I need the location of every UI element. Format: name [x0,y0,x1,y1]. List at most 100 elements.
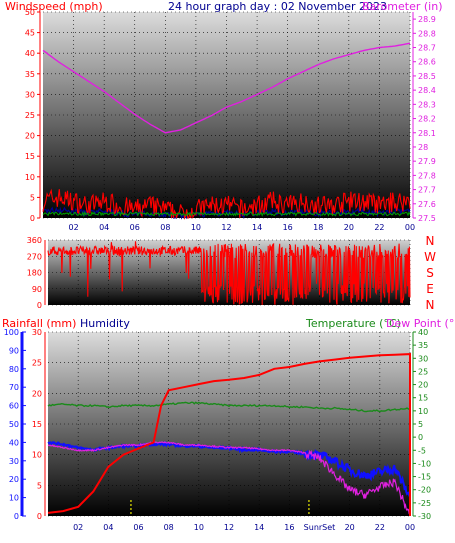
panel1-left-tick-label: 5 [30,193,35,202]
compass-label: W [424,250,436,264]
panel1-right-tick-label: 28.3 [418,100,436,109]
temperature-tick-label: -15 [418,473,431,482]
panel1-x-tick-label: 08 [160,223,170,232]
temperature-tick-label: 40 [418,328,428,337]
temperature-tick-label: -5 [418,446,426,455]
panel1-left-tick-label: 35 [25,70,35,79]
legend-rainfall: Rainfall (mm) [2,317,76,330]
wind-direction-line [47,241,411,305]
humidity-tick-label: 10 [9,494,19,503]
compass-label: N [426,298,435,312]
rain-tick-label: 15 [32,420,42,429]
panel1-right-tick-label: 28.4 [418,86,436,95]
panel1-left-tick-label: 0 [30,214,35,223]
humidity-tick-label: 80 [9,365,19,374]
panel2-y-tick-label: 270 [27,252,42,261]
temperature-tick-label: 0 [418,433,423,442]
temperature-tick-label: 30 [418,354,428,363]
header-windspeed-label: Windspeed (mph) [5,0,103,13]
temperature-tick-label: -10 [418,459,431,468]
panel3-x-tick-label: 10 [194,523,204,532]
temperature-tick-label: -25 [418,499,431,508]
panel1-x-tick-label: 06 [130,223,140,232]
panel1-x-tick-label: 20 [344,223,354,232]
humidity-tick-label: 50 [9,420,19,429]
panel3-x-tick-label: 02 [73,523,83,532]
legend-humidity: Humidity [80,317,130,330]
panel3-x-tick-label: 14 [254,523,264,532]
rain-tick-label: 25 [32,359,42,368]
panel1-right-tick-label: 27.5 [418,214,436,223]
header-barometer-label: Barometer (in) [362,0,443,13]
panel1-x-tick-label: 16 [283,223,293,232]
temperature-tick-label: 15 [418,394,428,403]
rain-tick-label: 5 [37,481,42,490]
legend-temperature: Temperature (°C) [305,317,401,330]
panel1-right-tick-label: 28.5 [418,72,436,81]
panel1-left-tick-label: 25 [25,111,35,120]
panel2-y-tick-label: 360 [27,236,42,245]
dewpoint-line [47,441,411,515]
rain-tick-label: 10 [32,451,42,460]
temperature-tick-label: 10 [418,407,428,416]
panel1-right-tick-label: 27.7 [418,186,436,195]
windspeed-barometer-panel: 02 04 06 08 10 12 14 16 18 20 22 000510152025303540… [25,8,436,232]
panel3-x-tick-label: 06 [133,523,143,532]
temperature-line [47,401,411,413]
panel3-x-tick-label: 04 [103,523,113,532]
humidity-tick-label: 20 [9,475,19,484]
humidity-tick-label: 100 [4,328,19,337]
humidity-tick-label: 60 [9,402,19,411]
legend-dewpoint: Dew Point (°C) [386,317,455,330]
panel1-left-tick-label: 30 [25,90,35,99]
humidity-tick-label: 0 [14,512,19,521]
panel1-right-tick-label: 28.2 [418,115,436,124]
panel1-x-tick-label: 02 [68,223,78,232]
humidity-tick-label: 30 [9,457,19,466]
panel1-left-tick-label: 45 [25,29,35,38]
barometer-line [42,42,411,134]
panel1-background [43,12,410,218]
panel3-x-tick-label: 16 [284,523,294,532]
rain-tick-label: 20 [32,389,42,398]
panel2-y-tick-label: 0 [37,301,42,310]
panel3-x-tick-label: 08 [164,523,174,532]
temperature-tick-label: 20 [418,381,428,390]
humidity-tick-label: 70 [9,383,19,392]
panel2-y-tick-label: 90 [32,285,42,294]
panel1-right-tick-label: 27.8 [418,171,436,180]
temperature-tick-label: -30 [418,512,431,521]
panel1-left-tick-label: 15 [25,152,35,161]
rain-tick-label: 30 [32,328,42,337]
panel1-x-tick-label: 12 [221,223,231,232]
panel1-right-tick-label: 28.1 [418,129,436,138]
panel1-x-tick-label: 14 [252,223,262,232]
panel3-x-tick-label: SunrSet [304,523,336,532]
temperature-tick-label: 35 [418,341,428,350]
panel1-right-tick-label: 28.8 [418,29,436,38]
humidity-tick-label: 90 [9,346,19,355]
panel1-left-tick-label: 10 [25,173,35,182]
windspeed-average-line [42,210,411,218]
rain-humidity-temperature-panel: 02 04 06 08 10 12 14 16 SunrSet 20 22 0001020304050… [4,328,431,532]
temperature-tick-label: 25 [418,367,428,376]
panel3-x-tick-label: 00 [405,523,415,532]
panel1-left-tick-label: 50 [25,8,35,17]
header-date-title: 24 hour graph day : 02 November 2023 [168,0,387,13]
panel2-y-tick-label: 180 [27,269,42,278]
compass-label: E [426,282,434,296]
compass-label: N [426,234,435,248]
temperature-tick-label: -20 [418,486,431,495]
rain-tick-label: 0 [37,512,42,521]
windspeed-gust-line [42,188,411,221]
panel1-left-tick-label: 40 [25,49,35,58]
humidity-tick-label: 40 [9,438,19,447]
rainfall-line [47,353,411,516]
panel3-x-tick-label: 22 [375,523,385,532]
panel1-x-tick-label: 18 [313,223,323,232]
panel1-right-tick-label: 28.7 [418,44,436,53]
panel1-x-tick-label: 22 [374,223,384,232]
